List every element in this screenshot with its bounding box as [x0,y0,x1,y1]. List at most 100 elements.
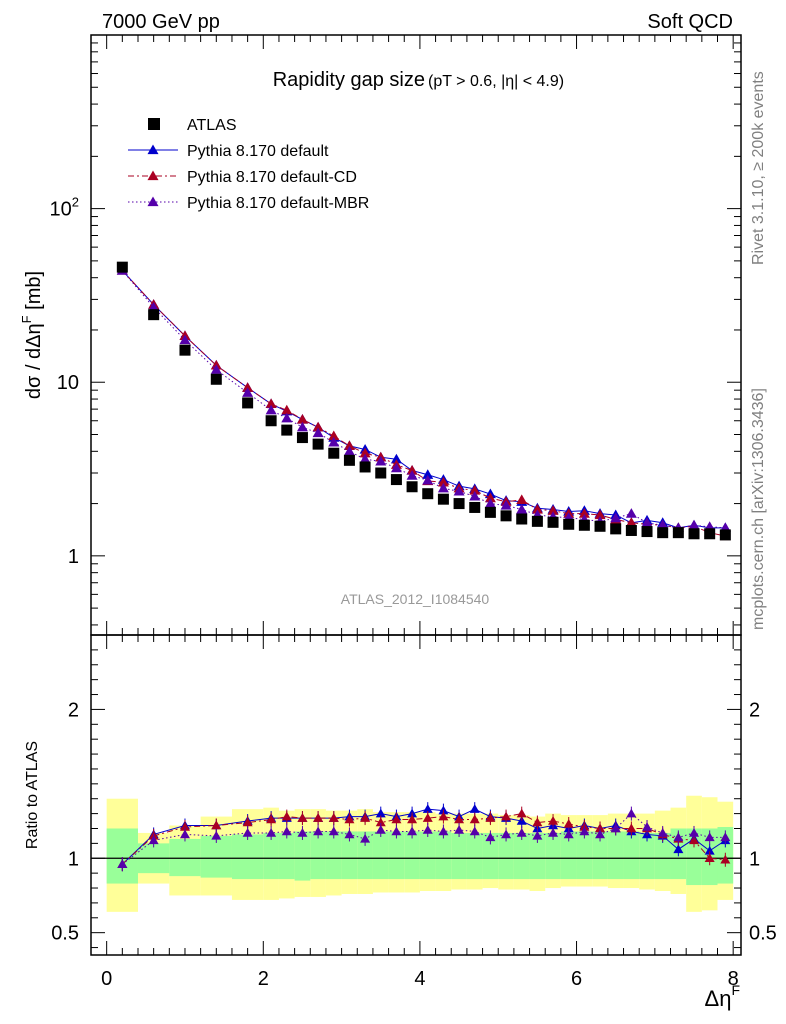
data-point [265,404,277,415]
legend-label: Pythia 8.170 default [187,143,329,160]
ratio-y-axis-label: Ratio to ATLAS [24,741,41,849]
beam-label: 7000 GeV pp [102,11,220,33]
data-point [210,364,222,374]
ratio-data-point [610,823,621,833]
ratio-data-point [328,813,339,822]
ratio-data-point [344,814,355,824]
data-point [547,505,559,515]
ratio-data-point [360,833,371,843]
data-point [406,470,418,480]
ratio-data-point [704,845,715,855]
data-point [578,519,590,531]
main-y-axis-label: dσ / dΔηF [mb] [19,271,45,399]
ratio-panel: 0 2 4 6 8 0.5 0.5 1 1 2 2 Ratio to ATLAS ΔηF [24,634,777,1011]
data-point [375,467,387,479]
ratio-data-point [281,826,292,836]
data-point [328,447,340,459]
uncertainty-band-stat [560,831,577,880]
ratio-data-point [626,823,637,833]
data-point [469,501,481,513]
uncertainty-band-stat [592,831,608,880]
data-point [390,453,402,464]
data-point [484,498,496,508]
data-point [688,519,700,530]
ratio-data-point [117,859,128,868]
data-point [422,474,434,485]
uncertainty-band-stat [466,832,483,880]
main-title: Rapidity gap size [273,69,425,91]
data-point [531,503,543,514]
data-point [148,309,160,321]
uncertainty-band-stat [654,832,671,880]
uncertainty-band-stat [419,831,436,880]
ratio-data-point [344,829,355,839]
ratio-y-tick-label-right: 1 [749,848,760,870]
data-point [406,465,418,475]
data-point [390,462,402,473]
uncertainty-band-stat [106,828,138,884]
ratio-y-tick-label-right: 0.5 [749,923,777,945]
ratio-data-point [242,817,253,827]
ratio-data-point [297,827,308,837]
ratio-data-point [281,811,292,821]
ratio-data-point [179,829,190,839]
legend-marker [147,196,159,207]
ratio-data-point [626,808,637,818]
ratio-data-point [148,835,159,845]
data-point [594,520,606,532]
data-point [437,493,449,505]
data-point [516,513,528,525]
data-point [242,382,254,392]
data-point [265,415,277,427]
analysis-tag: ATLAS_2012_I1084540 [341,591,490,607]
data-point [296,432,308,444]
data-point [179,334,191,345]
ratio-data-point [469,826,480,836]
uncertainty-band-stat [482,832,499,880]
data-point [210,373,222,385]
legend-marker [147,144,159,155]
ratio-data-point [211,830,222,840]
uncertainty-band-stat [639,832,655,880]
mcplots-label: mcplots.cern.ch [arXiv:1306.3436] [750,388,767,630]
legend-label: Pythia 8.170 default-CD [187,169,357,186]
ratio-data-point [454,824,465,834]
ratio-data-point [242,827,253,837]
process-label: Soft QCD [647,11,733,33]
ratio-data-point [407,826,418,836]
uncertainty-band-stat [341,831,358,880]
x-axis-label: ΔηF [705,982,741,1011]
data-point [516,503,528,514]
data-point [641,526,653,538]
series-line [121,270,726,529]
data-point [704,528,716,540]
data-point [375,455,387,466]
data-point [547,516,559,528]
data-point [531,515,543,527]
data-point [312,438,324,450]
ratio-data-point [501,811,512,821]
ratio-frame [90,634,742,956]
data-point [296,413,308,424]
ratio-data-point [422,813,433,822]
uncertainty-band-stat [388,831,405,880]
uncertainty-band-stat [498,832,514,880]
ratio-data-point [375,824,386,834]
ratio-data-point [469,804,480,813]
uncertainty-band-stat [529,832,546,880]
uncertainty-band-stat [513,832,530,880]
ratio-data-point [438,826,449,836]
ratio-data-point [532,817,543,827]
x-tick-label: 4 [414,968,425,990]
data-point [594,509,606,520]
ratio-data-point [673,844,684,854]
data-point [453,498,465,510]
data-point [437,482,449,493]
ratio-data-point [313,826,324,836]
legend-label: ATLAS [187,117,237,134]
data-point [484,492,496,503]
uncertainty-band-stat [404,831,420,880]
data-point [469,484,481,495]
uncertainty-band-stat [294,831,311,881]
